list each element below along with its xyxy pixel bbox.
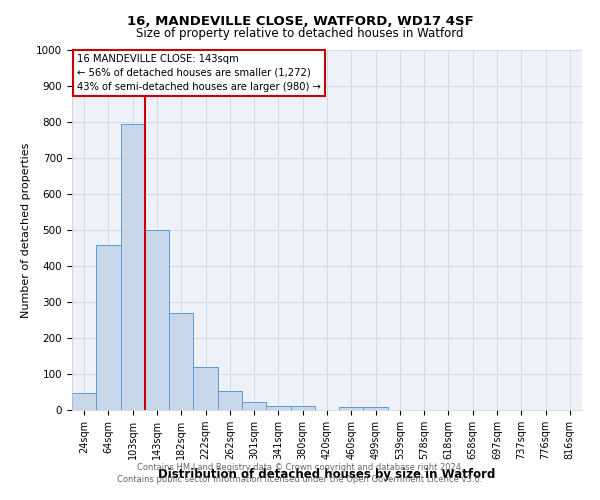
Text: Contains public sector information licensed under the Open Government Licence v3: Contains public sector information licen… [118, 475, 482, 484]
Bar [266, 406, 290, 410]
Bar [242, 402, 266, 410]
Text: 16 MANDEVILLE CLOSE: 143sqm
← 56% of detached houses are smaller (1,272)
43% of : 16 MANDEVILLE CLOSE: 143sqm ← 56% of det… [77, 54, 321, 92]
Bar [218, 392, 242, 410]
Bar [290, 406, 315, 410]
X-axis label: Distribution of detached houses by size in Watford: Distribution of detached houses by size … [158, 468, 496, 480]
Bar [96, 245, 121, 410]
Bar [193, 367, 218, 410]
Bar [121, 124, 145, 410]
Text: Contains HM Land Registry data © Crown copyright and database right 2024.: Contains HM Land Registry data © Crown c… [137, 464, 463, 472]
Bar [72, 392, 96, 410]
Bar [364, 407, 388, 410]
Text: 16, MANDEVILLE CLOSE, WATFORD, WD17 4SF: 16, MANDEVILLE CLOSE, WATFORD, WD17 4SF [127, 15, 473, 28]
Bar [169, 313, 193, 410]
Bar [339, 407, 364, 410]
Y-axis label: Number of detached properties: Number of detached properties [20, 142, 31, 318]
Bar [145, 230, 169, 410]
Text: Size of property relative to detached houses in Watford: Size of property relative to detached ho… [136, 28, 464, 40]
